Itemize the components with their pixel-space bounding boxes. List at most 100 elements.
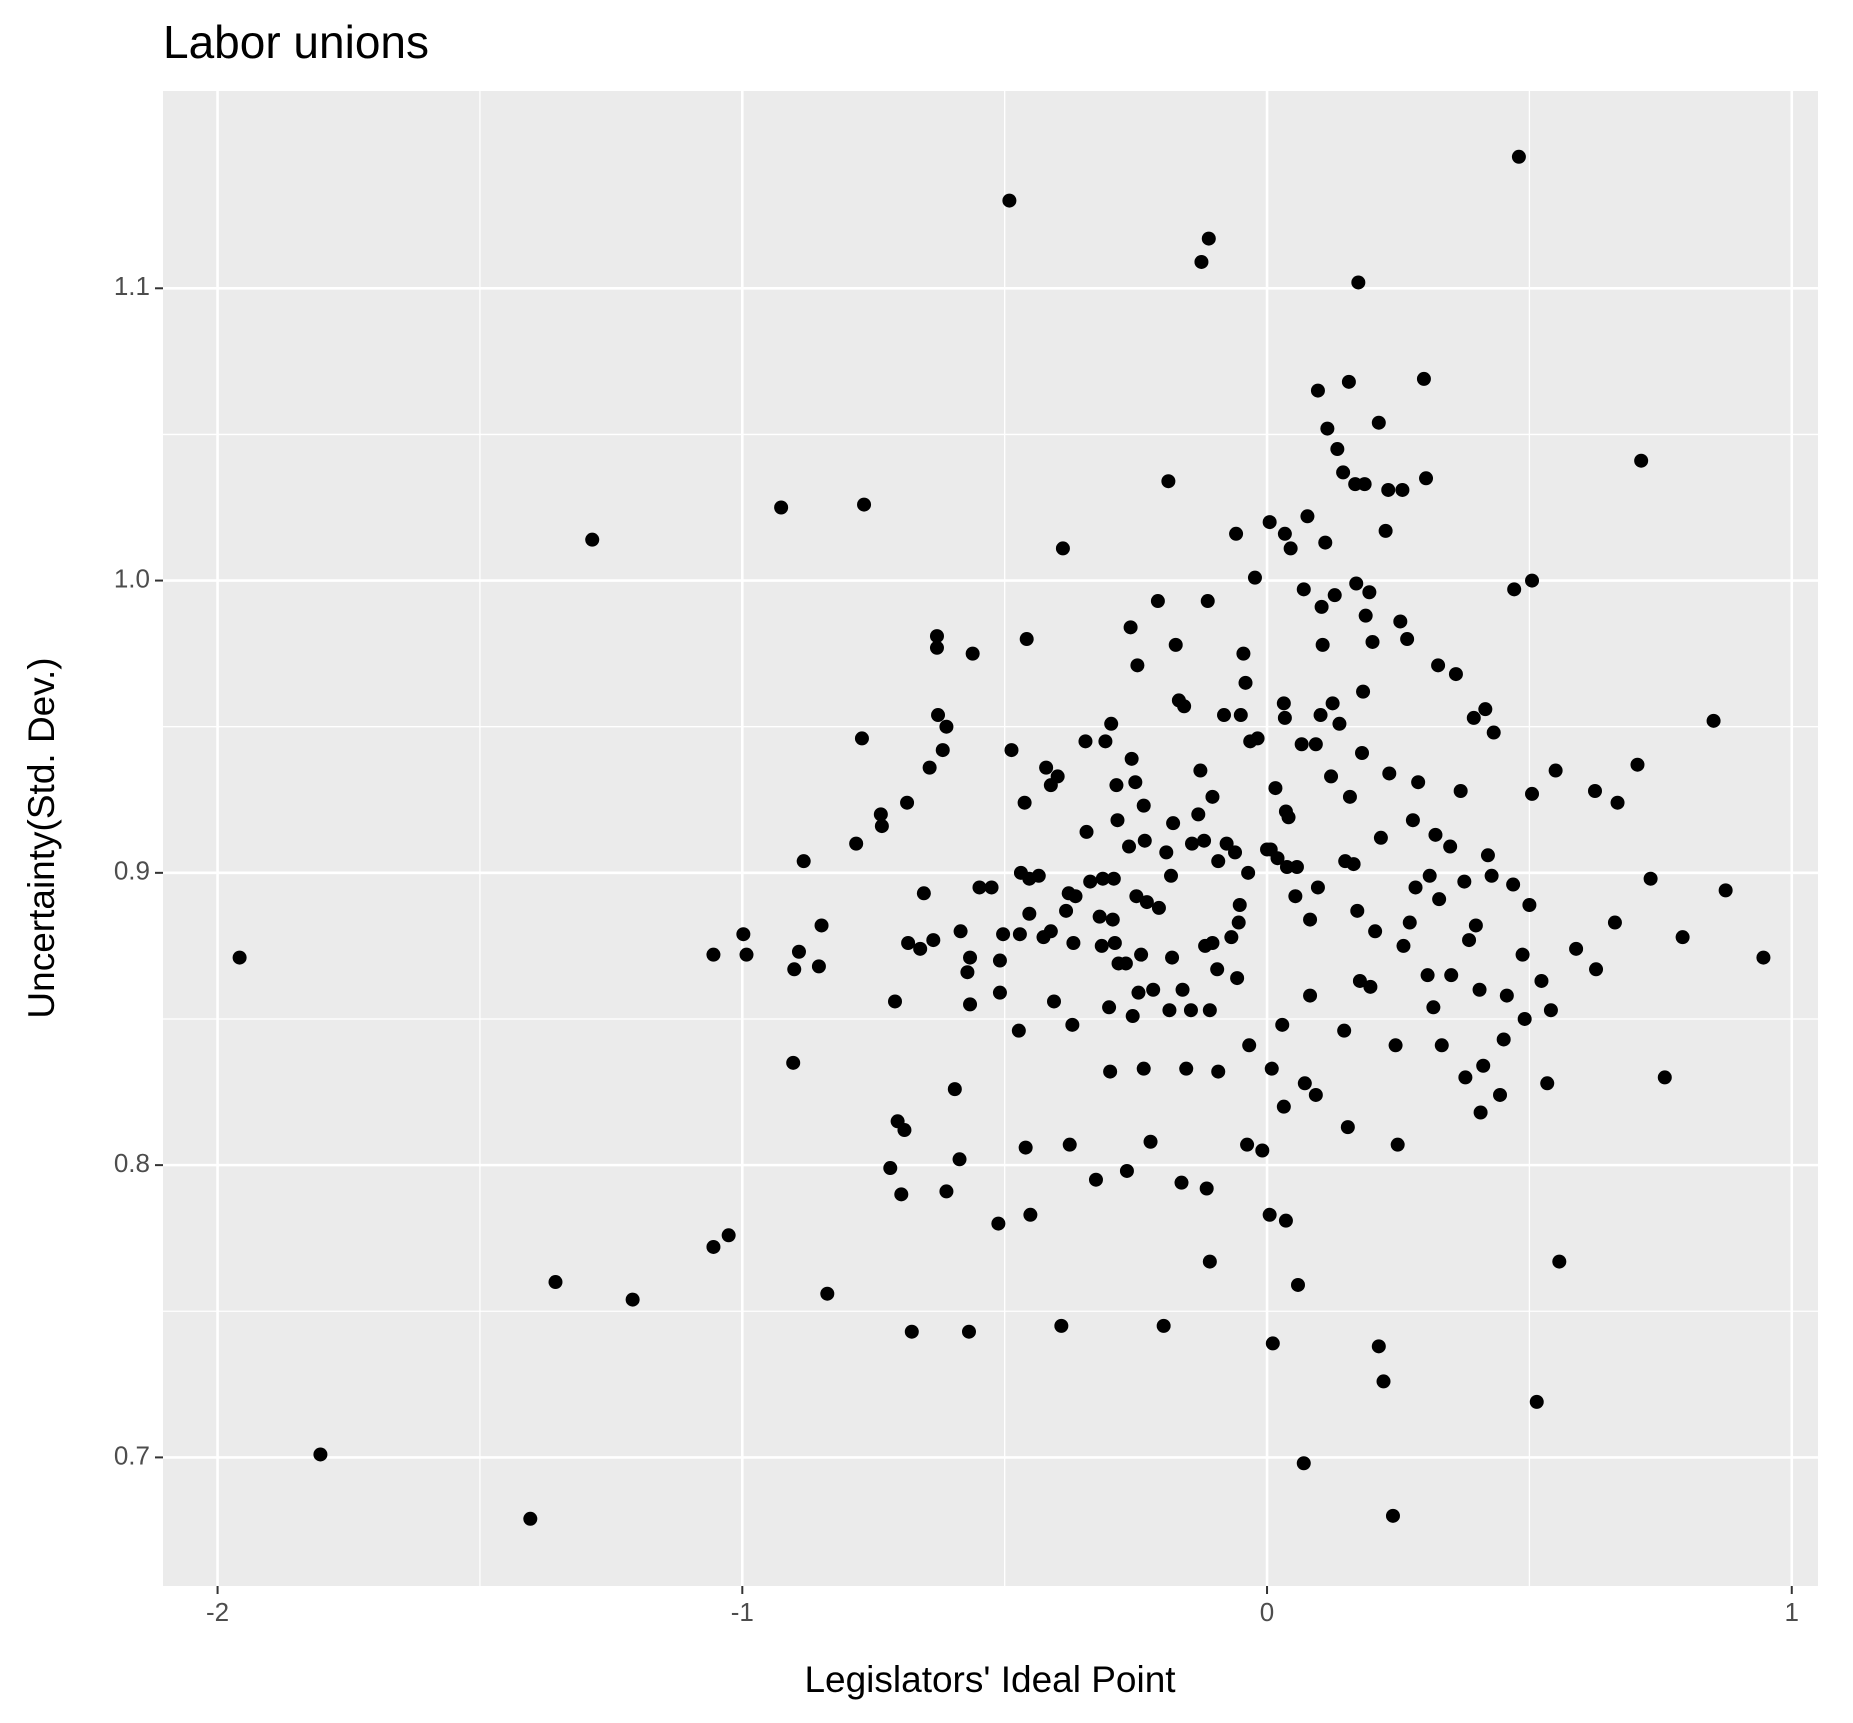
point [1129,889,1144,904]
point [939,719,954,734]
point [1405,813,1420,828]
point [1310,383,1325,398]
point [1200,594,1215,609]
point [1462,933,1477,948]
point [1385,1508,1400,1523]
point [1131,985,1146,1000]
point [1382,766,1397,781]
point [1137,833,1152,848]
point [1472,982,1487,997]
point [1468,918,1483,933]
point [1706,713,1721,728]
point [1303,912,1318,927]
point [1232,897,1247,912]
point [953,924,968,939]
point [1159,845,1174,860]
point [1199,1181,1214,1196]
point [1506,877,1521,892]
point [1310,880,1325,895]
point [1139,895,1154,910]
x-tick-label: 0 [1260,1597,1274,1627]
point [996,927,1011,942]
point [1156,1318,1171,1333]
point [947,1082,962,1097]
point [1643,871,1658,886]
point [1205,935,1220,950]
point [1255,1143,1270,1158]
point [1525,786,1540,801]
point [1018,1140,1033,1155]
y-tick-label: 0.9 [114,856,150,886]
point [1098,734,1113,749]
point [1242,1038,1257,1053]
point [1419,471,1434,486]
point [1134,947,1149,962]
point [1095,871,1110,886]
point [1511,149,1526,164]
point [1507,582,1522,597]
point [1610,795,1625,810]
point [1264,1061,1279,1076]
point [931,708,946,723]
point [1270,851,1285,866]
point [1265,1336,1280,1351]
point [1130,658,1145,673]
point [1476,1058,1491,1073]
point [1211,854,1226,869]
point [736,927,751,942]
point [1104,716,1119,731]
point [1125,1009,1140,1024]
point [1300,509,1315,524]
point [1428,827,1443,842]
point [1525,573,1540,588]
point [1277,710,1292,725]
point [952,1152,967,1167]
point [961,1324,976,1339]
point [1308,1087,1323,1102]
point [1657,1070,1672,1085]
point [1247,570,1262,585]
point [897,1123,912,1138]
point [1191,807,1206,822]
point [1224,930,1239,945]
point [926,933,941,948]
point [1217,708,1232,723]
point [887,994,902,1009]
point [1356,684,1371,699]
point [1400,632,1415,647]
point [1283,541,1298,556]
point [1228,845,1243,860]
point [854,731,869,746]
point [1390,1137,1405,1152]
point [1416,371,1431,386]
point [1023,1207,1038,1222]
point [1124,751,1139,766]
point [1357,477,1372,492]
point [786,1055,801,1070]
point [706,947,721,962]
point [1522,897,1537,912]
point [1161,474,1176,489]
point [1177,699,1192,714]
point [1318,535,1333,550]
point [1607,915,1622,930]
point [1373,830,1388,845]
point [1250,731,1265,746]
point [1496,1032,1511,1047]
point [1083,874,1098,889]
point [820,1286,835,1301]
point [1540,1076,1555,1091]
point [1411,775,1426,790]
point [1118,956,1133,971]
point [1529,1394,1544,1409]
point [1197,833,1212,848]
point [1371,1339,1386,1354]
point [1109,778,1124,793]
y-tick-label: 0.7 [114,1440,150,1470]
point [1368,924,1383,939]
point [965,646,980,661]
point [874,819,889,834]
point [1088,1172,1103,1187]
point [1017,795,1032,810]
point [1103,1064,1118,1079]
